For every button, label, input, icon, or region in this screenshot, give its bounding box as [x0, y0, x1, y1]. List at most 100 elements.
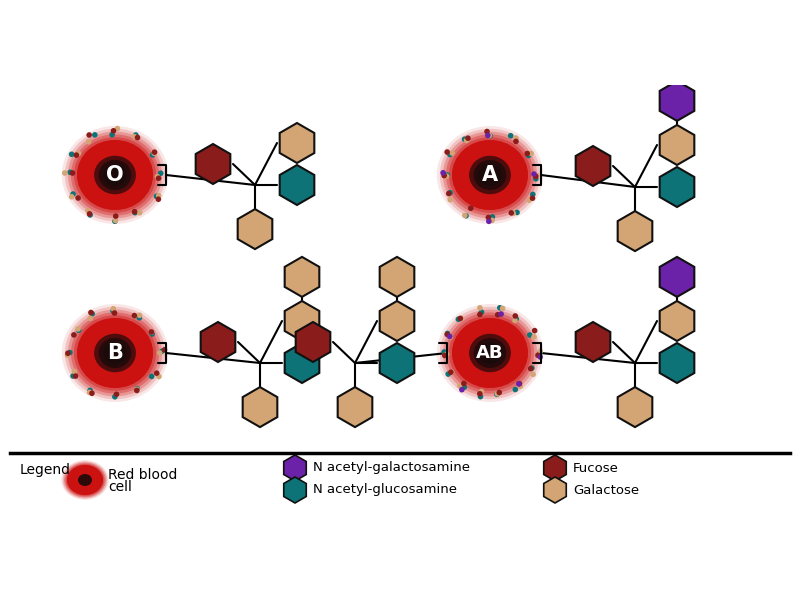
Circle shape	[532, 328, 538, 334]
Circle shape	[112, 394, 118, 400]
Circle shape	[70, 373, 76, 379]
Circle shape	[134, 386, 140, 391]
Circle shape	[533, 176, 538, 182]
Circle shape	[490, 218, 495, 223]
Circle shape	[73, 373, 78, 379]
Ellipse shape	[469, 156, 511, 194]
Circle shape	[67, 170, 73, 175]
Circle shape	[525, 151, 530, 157]
Circle shape	[110, 128, 116, 134]
Ellipse shape	[440, 129, 540, 221]
Circle shape	[447, 197, 453, 202]
Circle shape	[455, 316, 461, 322]
Polygon shape	[296, 322, 330, 362]
Polygon shape	[285, 301, 319, 341]
Circle shape	[526, 197, 532, 203]
Circle shape	[458, 316, 464, 322]
Circle shape	[132, 210, 138, 215]
Circle shape	[500, 305, 506, 311]
Circle shape	[440, 170, 446, 176]
Circle shape	[447, 334, 453, 340]
Circle shape	[114, 391, 119, 397]
Circle shape	[531, 171, 537, 177]
Ellipse shape	[67, 465, 103, 495]
Circle shape	[62, 170, 67, 176]
Ellipse shape	[98, 338, 131, 368]
Circle shape	[110, 308, 116, 314]
Circle shape	[156, 175, 162, 181]
Ellipse shape	[443, 310, 537, 397]
Circle shape	[70, 170, 75, 176]
Polygon shape	[284, 455, 306, 481]
Circle shape	[88, 310, 94, 316]
Polygon shape	[544, 455, 566, 481]
Circle shape	[133, 132, 138, 138]
Circle shape	[478, 389, 484, 394]
Circle shape	[510, 211, 516, 216]
Polygon shape	[380, 343, 414, 383]
Circle shape	[486, 215, 491, 220]
Circle shape	[92, 132, 98, 137]
Circle shape	[134, 386, 140, 392]
Circle shape	[150, 152, 155, 158]
Ellipse shape	[66, 464, 105, 496]
Circle shape	[513, 387, 518, 392]
Circle shape	[444, 149, 450, 155]
Circle shape	[512, 318, 518, 323]
Circle shape	[76, 328, 82, 333]
Circle shape	[87, 388, 93, 393]
Circle shape	[534, 173, 539, 178]
Polygon shape	[280, 165, 314, 205]
Circle shape	[462, 212, 467, 218]
Circle shape	[484, 129, 490, 134]
Circle shape	[150, 331, 155, 337]
Ellipse shape	[62, 460, 109, 500]
Text: N acetyl-glucosamine: N acetyl-glucosamine	[313, 484, 457, 497]
Circle shape	[152, 149, 158, 155]
Ellipse shape	[67, 465, 103, 495]
Circle shape	[65, 350, 70, 356]
Circle shape	[114, 391, 119, 397]
Ellipse shape	[98, 160, 131, 190]
Ellipse shape	[437, 304, 543, 402]
Circle shape	[538, 350, 543, 355]
Circle shape	[134, 388, 139, 393]
Ellipse shape	[77, 140, 153, 210]
Circle shape	[531, 334, 537, 340]
Circle shape	[530, 191, 536, 197]
Circle shape	[530, 196, 535, 201]
Ellipse shape	[437, 126, 543, 224]
Circle shape	[514, 209, 520, 215]
Polygon shape	[338, 387, 372, 427]
Ellipse shape	[62, 304, 168, 402]
Circle shape	[87, 316, 93, 321]
Text: Fucose: Fucose	[573, 461, 619, 475]
Ellipse shape	[65, 307, 165, 399]
Circle shape	[457, 383, 462, 389]
Ellipse shape	[77, 140, 153, 210]
Ellipse shape	[74, 315, 156, 391]
Circle shape	[131, 134, 137, 139]
Circle shape	[518, 383, 523, 389]
Ellipse shape	[65, 129, 165, 221]
Circle shape	[447, 152, 453, 157]
Polygon shape	[201, 322, 235, 362]
Ellipse shape	[74, 137, 156, 213]
Circle shape	[159, 349, 165, 354]
Circle shape	[444, 173, 450, 179]
Ellipse shape	[446, 313, 534, 394]
Ellipse shape	[62, 126, 168, 224]
Circle shape	[442, 353, 447, 358]
Circle shape	[157, 350, 162, 356]
Ellipse shape	[452, 140, 528, 210]
Ellipse shape	[452, 318, 528, 388]
Ellipse shape	[449, 315, 531, 391]
Circle shape	[445, 172, 450, 178]
Circle shape	[110, 132, 115, 137]
Circle shape	[462, 385, 467, 390]
Circle shape	[71, 332, 77, 338]
Circle shape	[154, 174, 160, 179]
Circle shape	[487, 133, 493, 139]
Ellipse shape	[94, 156, 136, 194]
Circle shape	[465, 136, 470, 141]
